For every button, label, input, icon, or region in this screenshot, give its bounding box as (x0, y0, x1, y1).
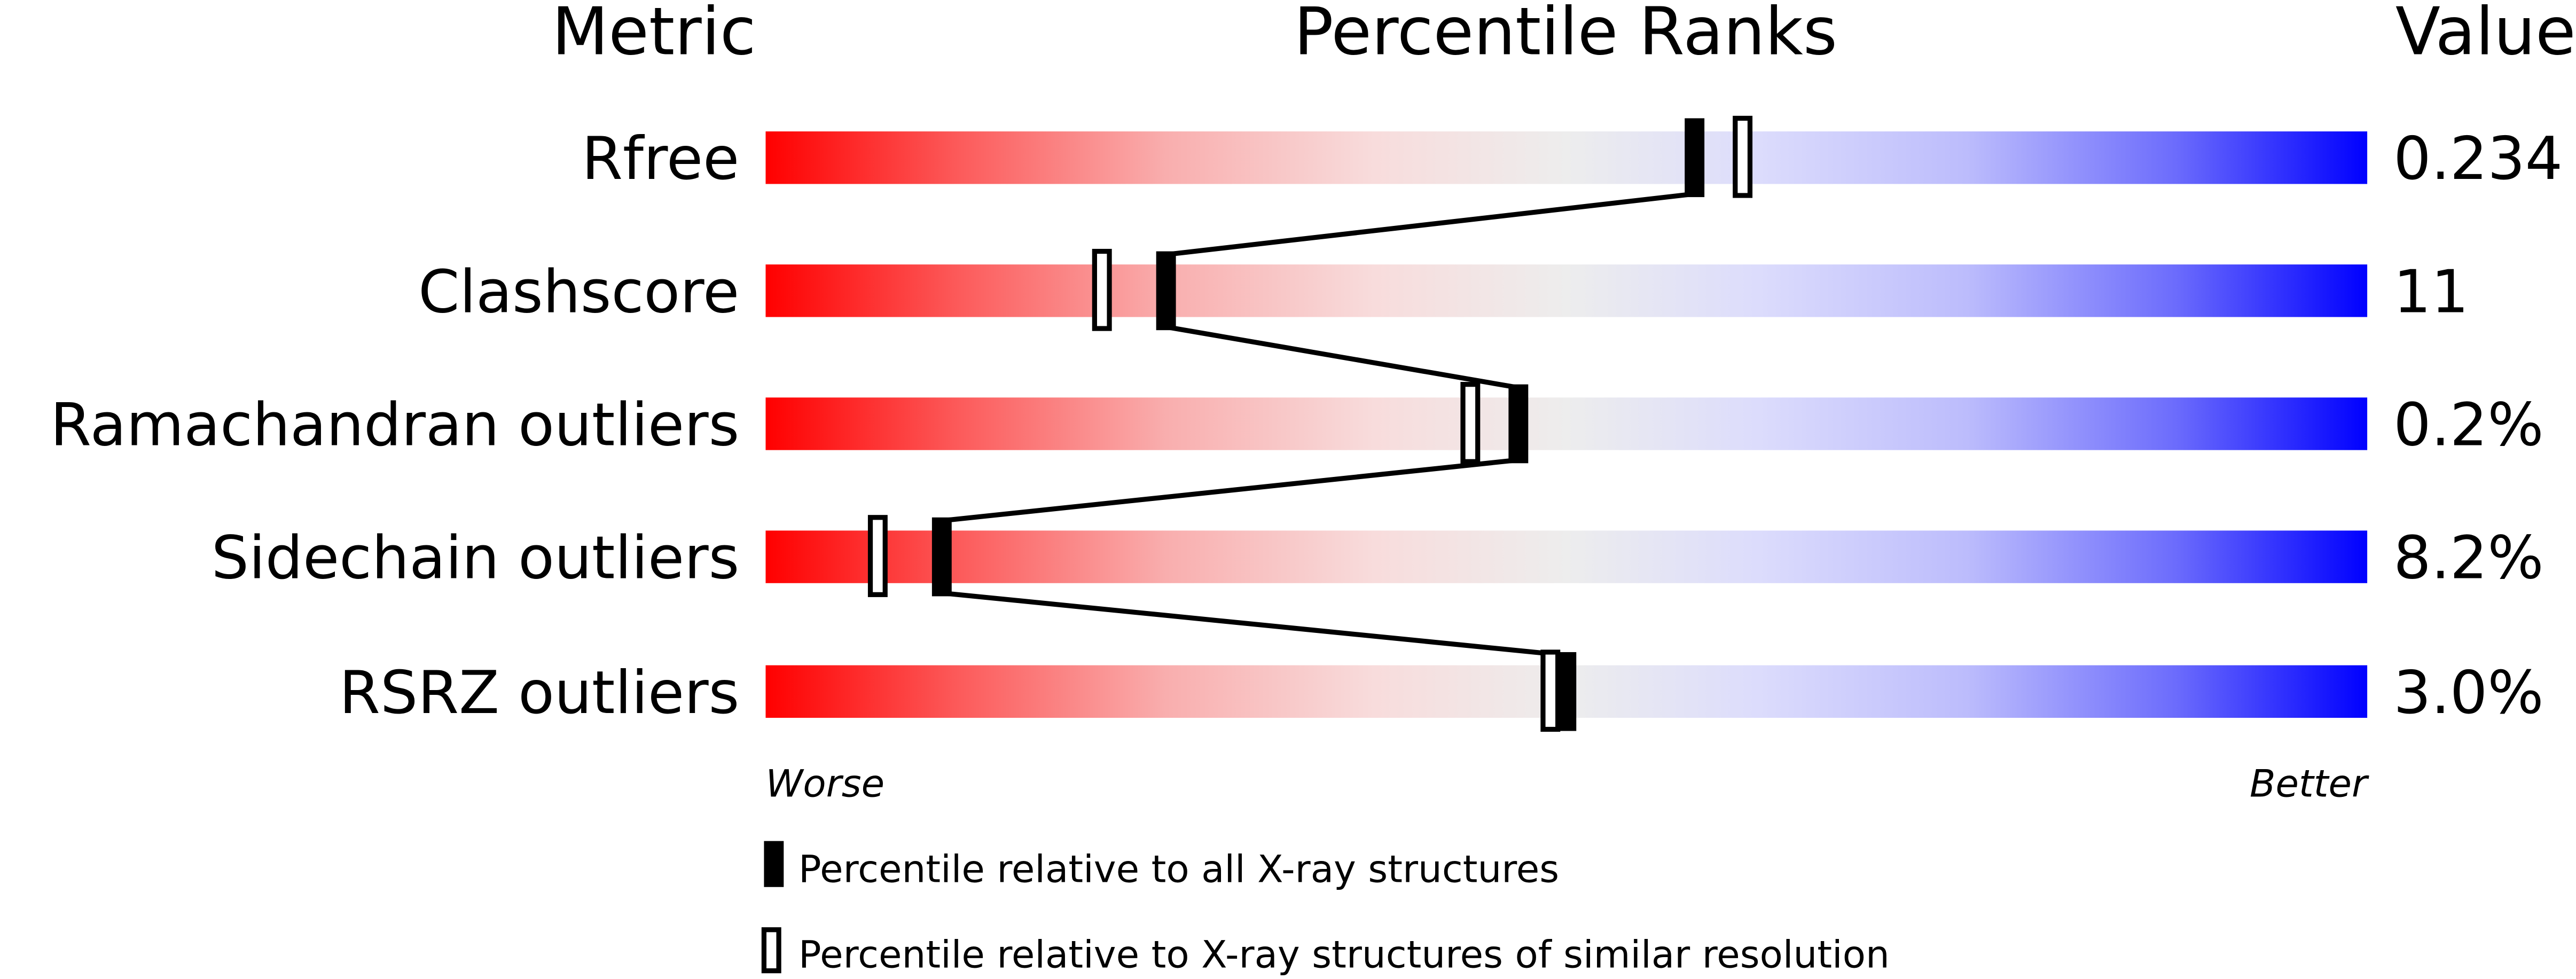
metric-value: 3.0% (2393, 659, 2543, 727)
axis-label-worse: Worse (765, 762, 884, 806)
metric-value: 11 (2393, 257, 2469, 326)
legend-label-all: Percentile relative to all X-ray structu… (798, 847, 1559, 891)
marker-similar-resolution (1092, 248, 1112, 331)
metric-label: Clashscore (418, 257, 739, 326)
metric-value: 0.234 (2393, 124, 2563, 193)
marker-similar-resolution (867, 515, 888, 597)
connector-line (941, 590, 1567, 658)
marker-all-structures (1508, 384, 1529, 464)
percentile-bar (765, 131, 2368, 184)
metric-label: RSRZ outliers (339, 659, 739, 727)
axis-label-better: Better (2250, 762, 2369, 806)
marker-similar-resolution (1460, 382, 1481, 464)
marker-all-structures (1685, 118, 1705, 198)
metric-label: Sidechain outliers (212, 524, 740, 593)
header-value: Value (2395, 0, 2576, 70)
connector-line (1165, 191, 1695, 257)
percentile-bar (765, 397, 2368, 450)
connector-line (1165, 324, 1519, 390)
marker-all-structures (1556, 652, 1577, 731)
metric-value: 8.2% (2393, 524, 2543, 593)
header-metric: Metric (552, 0, 756, 70)
connector-line (941, 457, 1519, 523)
legend-filled-marker (764, 841, 784, 887)
metric-value: 0.2% (2393, 390, 2543, 459)
percentile-bar (765, 264, 2368, 317)
metric-label: Rfree (582, 124, 739, 193)
marker-all-structures (1156, 251, 1176, 331)
marker-similar-resolution (1540, 649, 1561, 732)
marker-all-structures (931, 517, 952, 597)
header-percentile-ranks: Percentile Ranks (1294, 0, 1837, 70)
metric-label: Ramachandran outliers (50, 390, 739, 459)
legend-label-similar: Percentile relative to X-ray structures … (798, 932, 1890, 976)
percentile-bar (765, 530, 2368, 583)
legend-open-marker (761, 927, 781, 974)
marker-similar-resolution (1733, 115, 1753, 198)
